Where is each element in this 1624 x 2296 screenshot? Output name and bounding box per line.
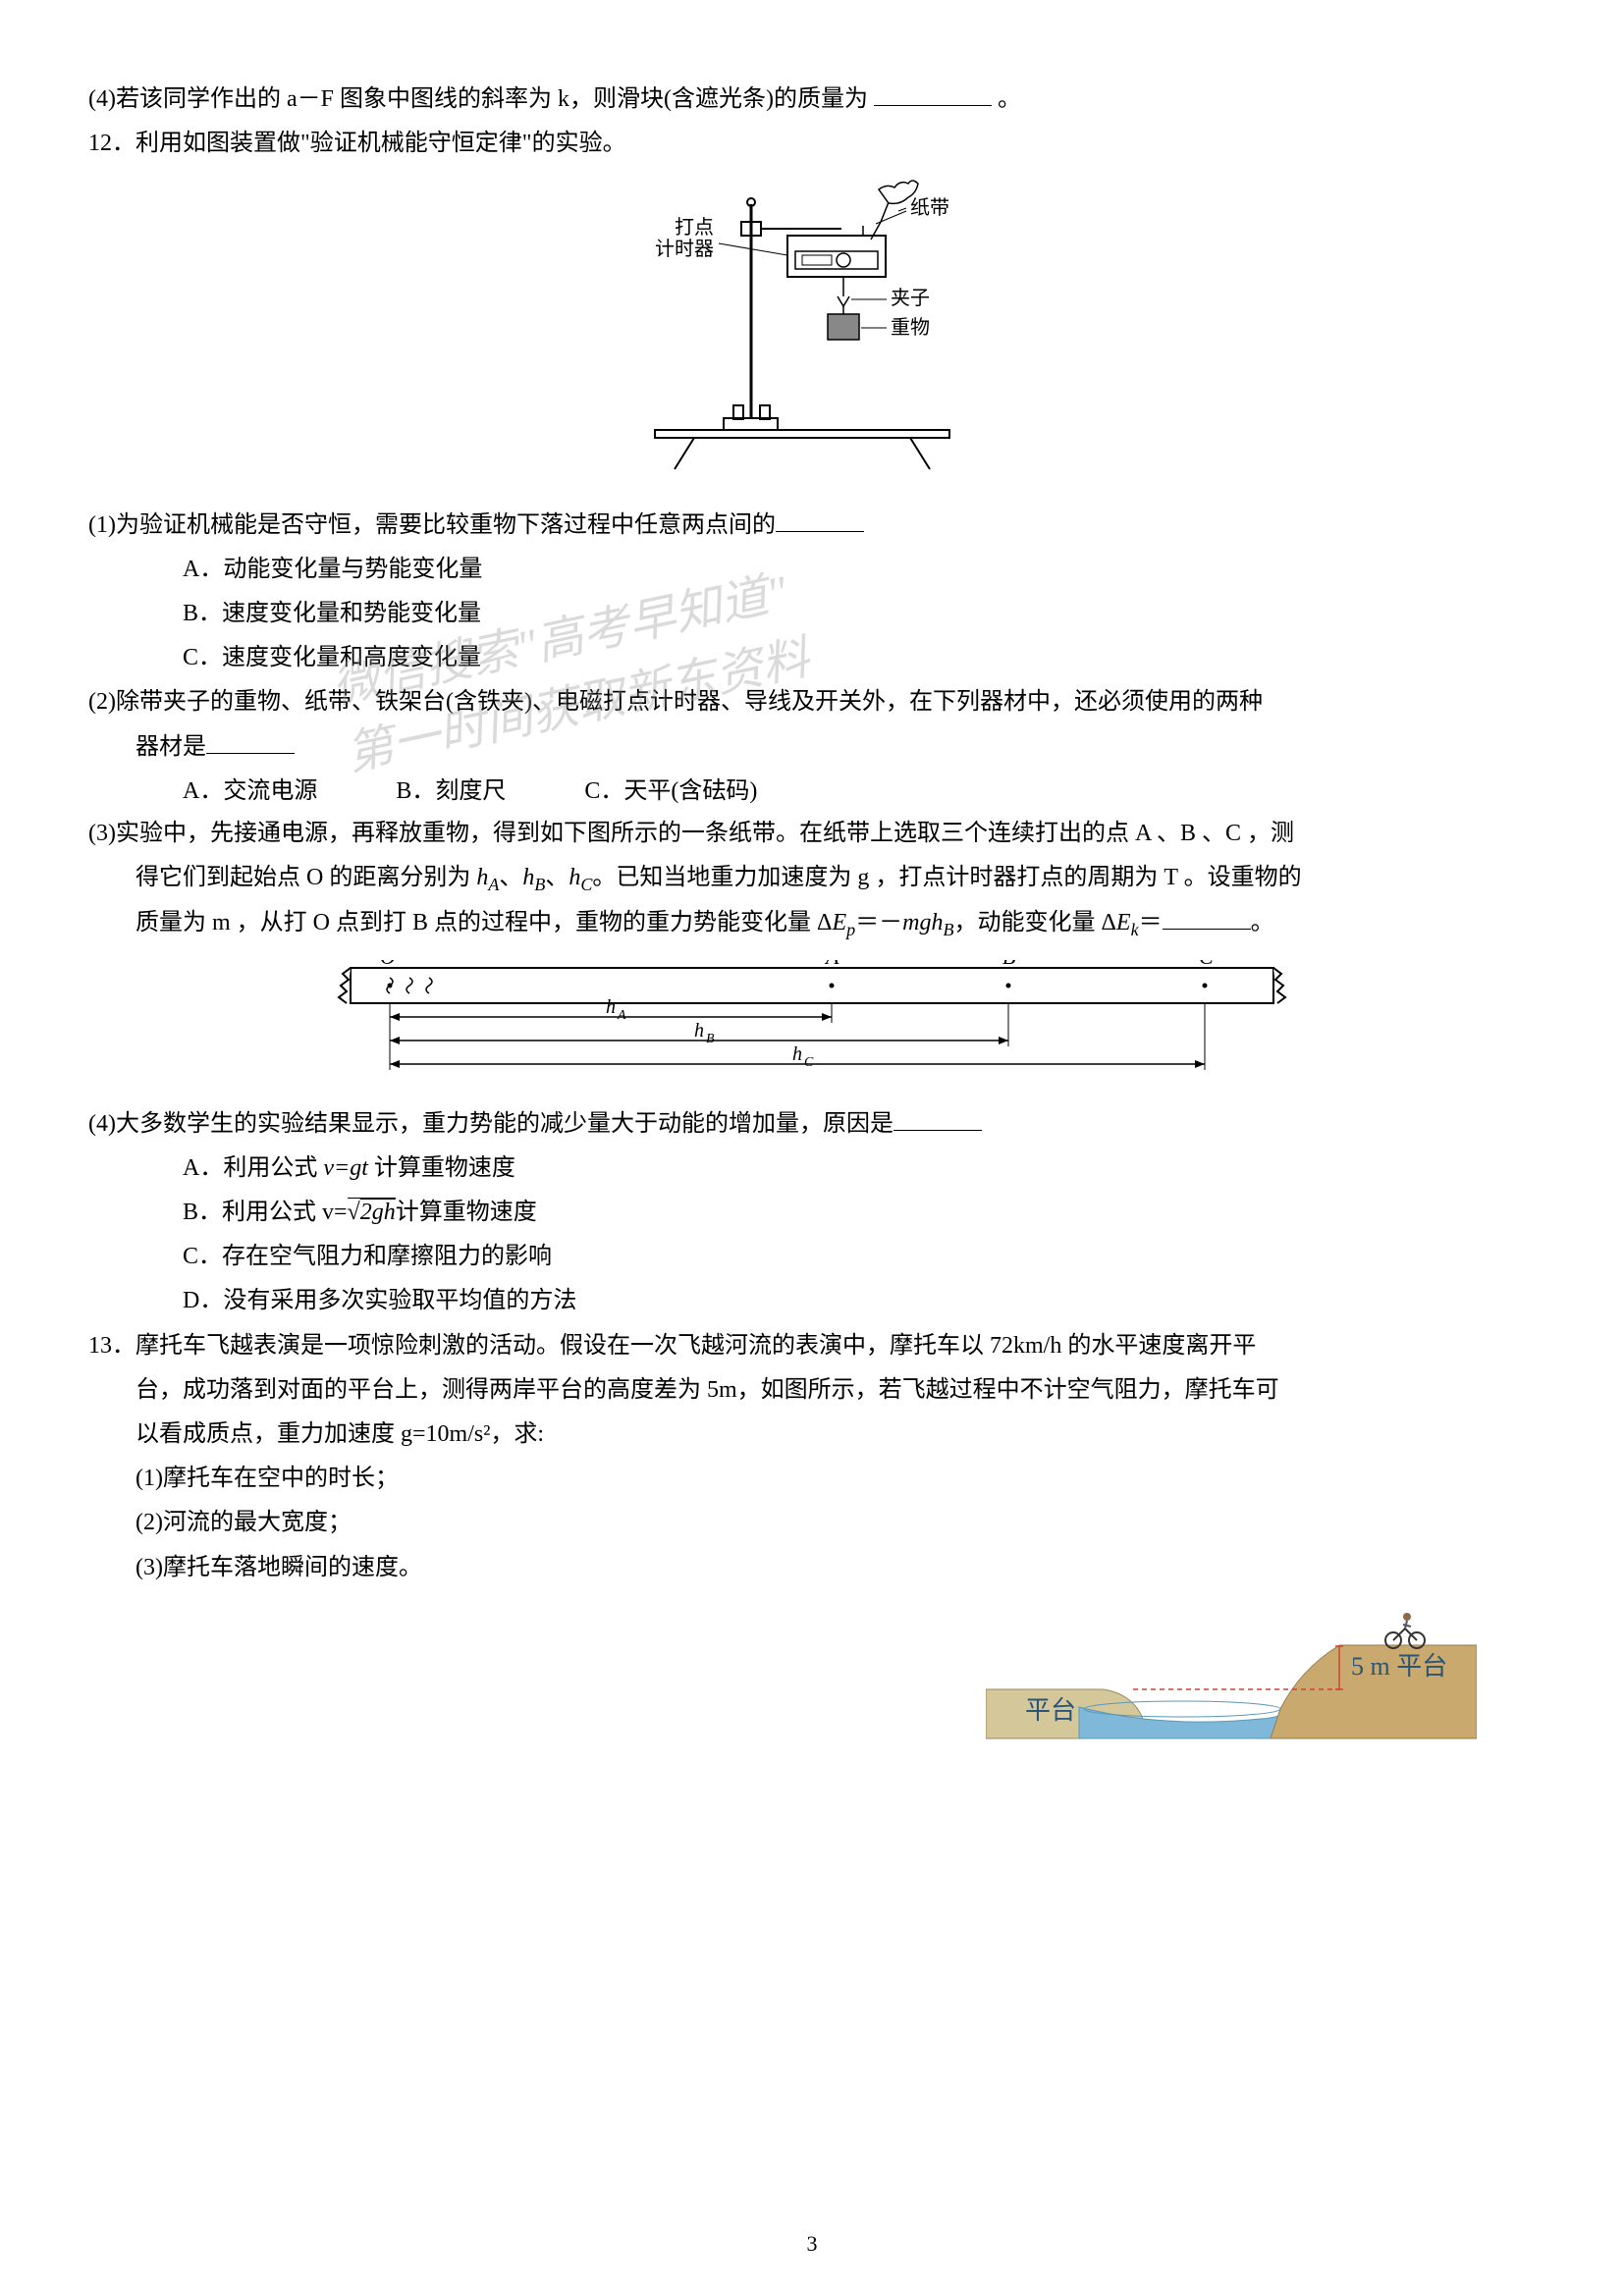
q12-p4-optD: D．没有采用多次实验取平均值的方法 (88, 1280, 1536, 1322)
svg-text:纸带: 纸带 (910, 196, 949, 219)
sqrt-icon: √2gh (348, 1198, 396, 1225)
svg-text:h: h (792, 1043, 802, 1065)
svg-text:O: O (380, 960, 396, 969)
q12-p4-text: (4)大多数学生的实验结果显示，重力势能的减少量大于动能的增加量，原因是 (88, 1111, 893, 1137)
var-hA: hA (476, 865, 499, 890)
river-figure: 平台 5 m 平台 (986, 1591, 1477, 1768)
q12-p3-line1: (3)实验中，先接通电源，再释放重物，得到如下图所示的一条纸带。在纸带上选取三个… (88, 813, 1536, 855)
svg-text:h: h (606, 996, 616, 1018)
q12-p4-blank (893, 1107, 982, 1131)
var-mghB: mghB (902, 910, 953, 935)
q11-part4: (4)若该同学作出的 a－F 图象中图线的斜率为 k，则滑块(含遮光条)的质量为… (88, 79, 1536, 121)
q12-p2-optA: A．交流电源 (183, 771, 317, 813)
q12-p3-l3-pre: 质量为 m ，从打 O 点到打 B 点的过程中，重物的重力势能变化量 Δ (135, 910, 832, 935)
q12-p4-optA-text: A．利用公式 v=gt 计算重物速度 (183, 1155, 515, 1181)
q12-p4-optA: A．利用公式 v=gt 计算重物速度 (88, 1148, 1536, 1190)
q12-p3-line2: 得它们到起始点 O 的距离分别为 hA、hB、hC。已知当地重力加速度为 g ，… (88, 857, 1536, 900)
q12-p3-l3-end: ＝ (1139, 910, 1163, 935)
svg-text:C: C (1199, 960, 1214, 969)
q12-p3-l2-mid: 。已知当地重力加速度为 g ，打点计时器打点的周期为 T 。设重物的 (592, 865, 1301, 890)
var-Ek: Ek (1116, 910, 1139, 935)
svg-text:B: B (1002, 960, 1015, 969)
right-platform-label: 5 m 平台 (1351, 1652, 1447, 1681)
svg-text:A: A (617, 1008, 626, 1023)
q12-part1-prompt: (1)为验证机械能是否守恒，需要比较重物下落过程中任意两点间的 (88, 505, 1536, 547)
q12-p4-optB: B．利用公式 v=√2gh计算重物速度 (88, 1192, 1536, 1234)
q12-intro: 12．利用如图装置做"验证机械能守恒定律"的实验。 (88, 123, 1536, 165)
svg-text:A: A (824, 960, 839, 969)
q12-p2-line2: 器材是 (88, 726, 1536, 769)
q13-sub3: (3)摩托车落地瞬间的速度。 (88, 1547, 1536, 1589)
q13-sub2: (2)河流的最大宽度； (88, 1502, 1536, 1544)
q12-p4-optB-post: 计算重物速度 (396, 1200, 537, 1225)
q11-4-text: (4)若该同学作出的 a－F 图象中图线的斜率为 k，则滑块(含遮光条)的质量为 (88, 86, 868, 112)
q12-p2-options: A．交流电源 B．刻度尺 C．天平(含砝码) (88, 771, 1536, 813)
page-content: (4)若该同学作出的 a－F 图象中图线的斜率为 k，则滑块(含遮光条)的质量为… (88, 79, 1536, 1768)
q12-p4-prompt: (4)大多数学生的实验结果显示，重力势能的减少量大于动能的增加量，原因是 (88, 1103, 1536, 1146)
var-hB: hB (522, 865, 545, 890)
q12-p4-optC: C．存在空气阻力和摩擦阻力的影响 (88, 1236, 1536, 1278)
q12-p3-line3: 质量为 m ，从打 O 点到打 B 点的过程中，重物的重力势能变化量 ΔEp＝－… (88, 902, 1536, 945)
q12-p2-optC: C．天平(含砝码) (584, 771, 757, 813)
svg-text:h: h (694, 1020, 704, 1041)
var-Ep: Ep (832, 910, 855, 935)
q12-diagram-container: 打点 计时器 纸带 夹子 重物 (88, 175, 1536, 494)
q12-p2-text: 器材是 (135, 734, 206, 760)
left-platform-label: 平台 (1025, 1696, 1076, 1725)
tape-diagram-container: O A B C hA hB (88, 955, 1536, 1093)
var-hC: hC (568, 865, 592, 890)
q12-p3-l3-post: ，动能变化量 Δ (953, 910, 1115, 935)
q12-p2-blank (206, 730, 295, 754)
svg-text:打点: 打点 (675, 216, 714, 239)
q13-line2: 台，成功落到对面的平台上，测得两岸平台的高度差为 5m，如图所示，若飞越过程中不… (88, 1369, 1536, 1412)
q13-sub1: (1)摩托车在空中的时长； (88, 1458, 1536, 1500)
q12-p1-blank (776, 508, 864, 532)
q11-4-suffix: 。 (998, 86, 1021, 112)
q12-p3-l2-pre: 得它们到起始点 O 的距离分别为 (135, 865, 476, 890)
q12-p3-suffix: 。 (1251, 910, 1274, 935)
page-number: 3 (807, 2231, 818, 2257)
q11-4-blank (874, 82, 992, 106)
svg-text:C: C (804, 1055, 814, 1070)
tape-diagram: O A B C hA hB (321, 960, 1303, 1078)
q12-p2-optB: B．刻度尺 (396, 771, 506, 813)
experiment-diagram: 打点 计时器 纸带 夹子 重物 (616, 175, 1008, 479)
svg-text:夹子: 夹子 (891, 287, 930, 309)
q12-p1-optA: A．动能变化量与势能变化量 (88, 549, 1536, 591)
q12-p3-l3-mid: ＝－ (855, 910, 902, 935)
svg-text:计时器: 计时器 (655, 238, 714, 260)
q12-p1-optC: C．速度变化量和高度变化量 (88, 637, 1536, 679)
q12-p4-optB-pre: B．利用公式 v= (183, 1200, 348, 1225)
svg-text:B: B (706, 1032, 715, 1046)
q12-p4-optB-sqrt: 2gh (360, 1200, 396, 1225)
q13-line3: 以看成质点，重力加速度 g=10m/s²，求: (88, 1414, 1536, 1456)
q12-p2-line1: (2)除带夹子的重物、纸带、铁架台(含铁夹)、电磁打点计时器、导线及开关外，在下… (88, 681, 1536, 723)
q12-p1-text: (1)为验证机械能是否守恒，需要比较重物下落过程中任意两点间的 (88, 512, 776, 538)
svg-text:重物: 重物 (891, 316, 930, 339)
q13-line1: 13．摩托车飞越表演是一项惊险刺激的活动。假设在一次飞越河流的表演中，摩托车以 … (88, 1325, 1536, 1367)
q12-p1-optB: B．速度变化量和势能变化量 (88, 593, 1536, 635)
q12-p3-blank (1163, 906, 1251, 930)
